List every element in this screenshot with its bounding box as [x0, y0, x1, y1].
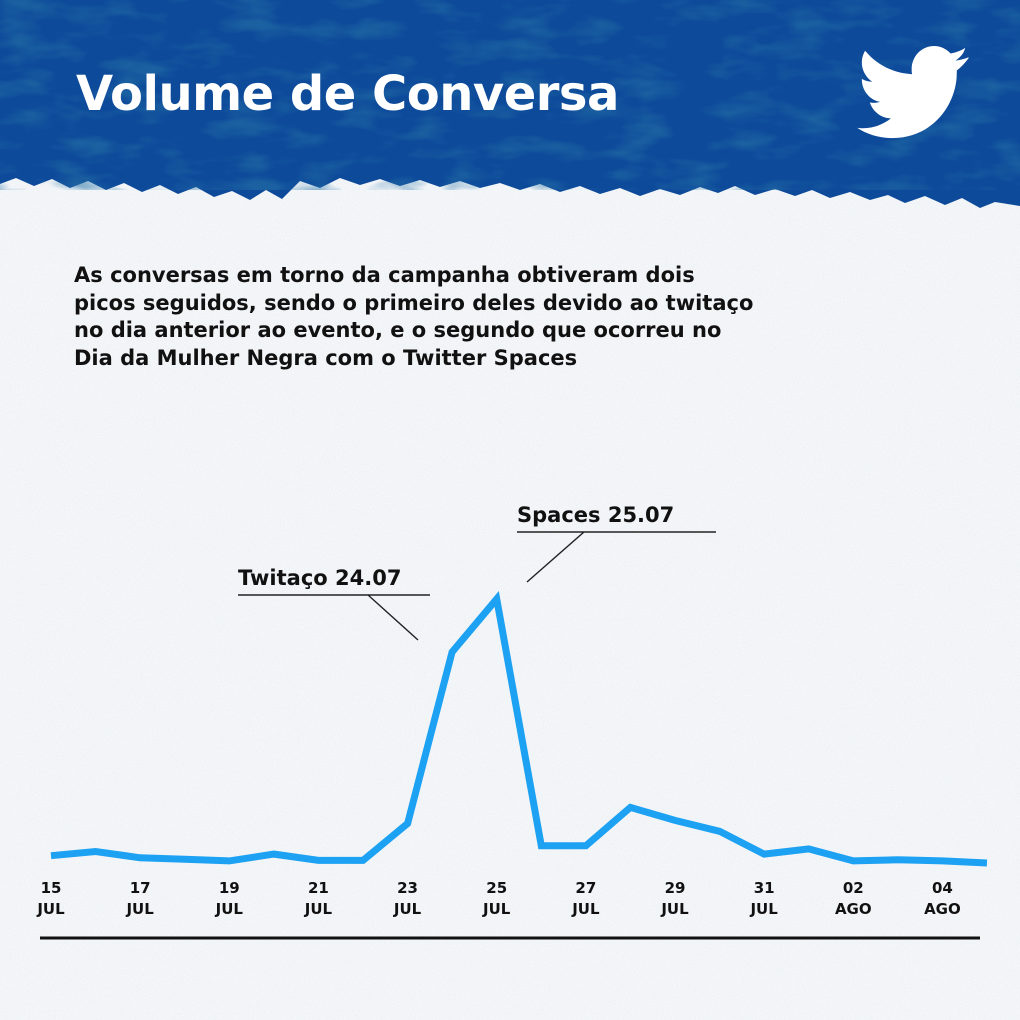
- data-point: [270, 851, 277, 858]
- data-point: [716, 828, 723, 835]
- data-point: [850, 857, 857, 864]
- x-tick-month: JUL: [393, 900, 422, 918]
- description-text: As conversas em torno da campanha obtive…: [74, 263, 754, 370]
- x-tick-day: 17: [130, 879, 151, 897]
- x-tick-label: 17 JUL: [125, 879, 154, 918]
- data-point: [226, 857, 233, 864]
- x-tick-month: JUL: [304, 900, 333, 918]
- annotation-label: Twitaço 24.07: [238, 566, 401, 590]
- x-tick-label: 04 AGO: [924, 879, 961, 918]
- annotation-callout: Spaces 25.07: [517, 503, 716, 583]
- x-tick-day: 27: [575, 879, 596, 897]
- x-tick-day: 29: [665, 879, 686, 897]
- data-point: [761, 851, 768, 858]
- data-point: [939, 857, 946, 864]
- x-tick-label: 31 JUL: [749, 879, 778, 918]
- annotation-callout: Twitaço 24.07: [238, 566, 430, 641]
- x-tick-label: 23 JUL: [393, 879, 422, 918]
- data-point: [137, 854, 144, 861]
- x-tick-month: AGO: [835, 900, 872, 918]
- data-point: [404, 820, 411, 827]
- x-tick-month: JUL: [482, 900, 511, 918]
- x-tick-month: AGO: [924, 900, 961, 918]
- data-point: [805, 845, 812, 852]
- x-tick-label: 27 JUL: [571, 879, 600, 918]
- x-tick-label: 15 JUL: [36, 879, 65, 918]
- x-tick-month: JUL: [125, 900, 154, 918]
- series-line-volume: [50, 591, 988, 867]
- x-tick-month: JUL: [571, 900, 600, 918]
- x-tick-day: 23: [397, 879, 418, 897]
- header-band: [0, 0, 1020, 208]
- data-point: [582, 842, 589, 849]
- x-tick-day: 21: [308, 879, 329, 897]
- twitter-bird-icon: [857, 46, 969, 139]
- data-point: [315, 857, 322, 864]
- data-point: [493, 596, 500, 603]
- x-axis-ticks: 15 JUL 17 JUL 19 JUL 21 JUL 23 JUL 25 JUL 27 JUL 29 JUL…: [36, 879, 960, 918]
- data-point: [538, 842, 545, 849]
- data-point: [360, 857, 367, 864]
- header-band-texture: [0, 0, 1020, 190]
- annotation-leader-line: [517, 531, 716, 583]
- x-tick-day: 31: [754, 879, 775, 897]
- x-tick-month: JUL: [215, 900, 244, 918]
- x-tick-label: 29 JUL: [660, 879, 689, 918]
- data-point: [48, 852, 55, 859]
- x-tick-day: 19: [219, 879, 240, 897]
- x-tick-label: 19 JUL: [215, 879, 244, 918]
- data-point: [672, 817, 679, 824]
- x-tick-day: 02: [843, 879, 864, 897]
- data-point: [984, 859, 991, 866]
- x-tick-day: 15: [41, 879, 62, 897]
- x-tick-month: JUL: [36, 900, 65, 918]
- x-tick-label: 02 AGO: [835, 879, 872, 918]
- x-tick-month: JUL: [749, 900, 778, 918]
- annotation-layer: Twitaço 24.07 Spaces 25.07: [238, 503, 716, 641]
- data-point: [449, 649, 456, 656]
- data-point: [894, 856, 901, 863]
- x-tick-day: 04: [932, 879, 953, 897]
- x-tick-label: 21 JUL: [304, 879, 333, 918]
- annotation-label: Spaces 25.07: [517, 503, 674, 527]
- x-tick-month: JUL: [660, 900, 689, 918]
- x-tick-day: 25: [486, 879, 507, 897]
- data-point: [627, 804, 634, 811]
- page-title: Volume de Conversa: [76, 66, 619, 122]
- x-tick-label: 25 JUL: [482, 879, 511, 918]
- data-point: [92, 848, 99, 855]
- annotation-leader-line: [238, 594, 430, 641]
- data-point: [181, 856, 188, 863]
